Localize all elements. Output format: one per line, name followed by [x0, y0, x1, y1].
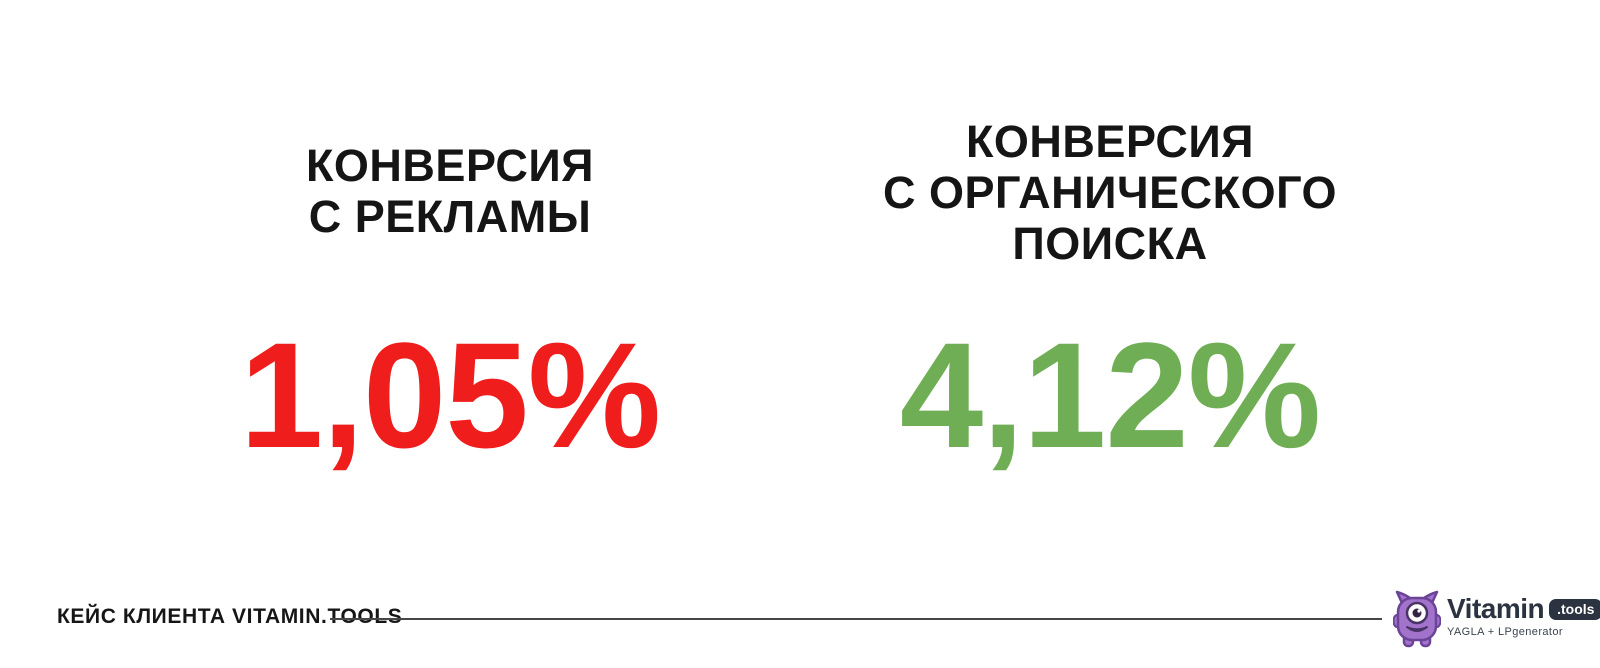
- stat-organic-conversion: КОНВЕРСИЯ С ОРГАНИЧЕСКОГО ПОИСКА 4,12%: [765, 116, 1455, 470]
- logo-brand-wordmark: Vitamin: [1447, 593, 1545, 624]
- stat-ad-title: КОНВЕРСИЯ С РЕКЛАМЫ: [305, 140, 595, 242]
- stat-organic-title: КОНВЕРСИЯ С ОРГАНИЧЕСКОГО ПОИСКА: [882, 116, 1338, 269]
- logo-tools-badge: .tools: [1549, 598, 1600, 620]
- footer-divider-line: [330, 618, 1382, 620]
- stat-ad-value: 1,05%: [239, 311, 661, 479]
- vitamin-tools-logo: Vitamin .tools YAGLA + LPgenerator: [1393, 589, 1600, 649]
- footer-caption: КЕЙС КЛИЕНТА VITAMIN.TOOLS: [57, 605, 403, 628]
- stat-ad-conversion: КОНВЕРСИЯ С РЕКЛАМЫ 1,05%: [55, 140, 845, 470]
- logo-text: Vitamin .tools YAGLA + LPgenerator: [1447, 589, 1600, 638]
- purple-monster-mascot-icon: [1393, 590, 1441, 648]
- stat-organic-value: 4,12%: [899, 311, 1321, 479]
- logo-subtitle: YAGLA + LPgenerator: [1447, 626, 1563, 638]
